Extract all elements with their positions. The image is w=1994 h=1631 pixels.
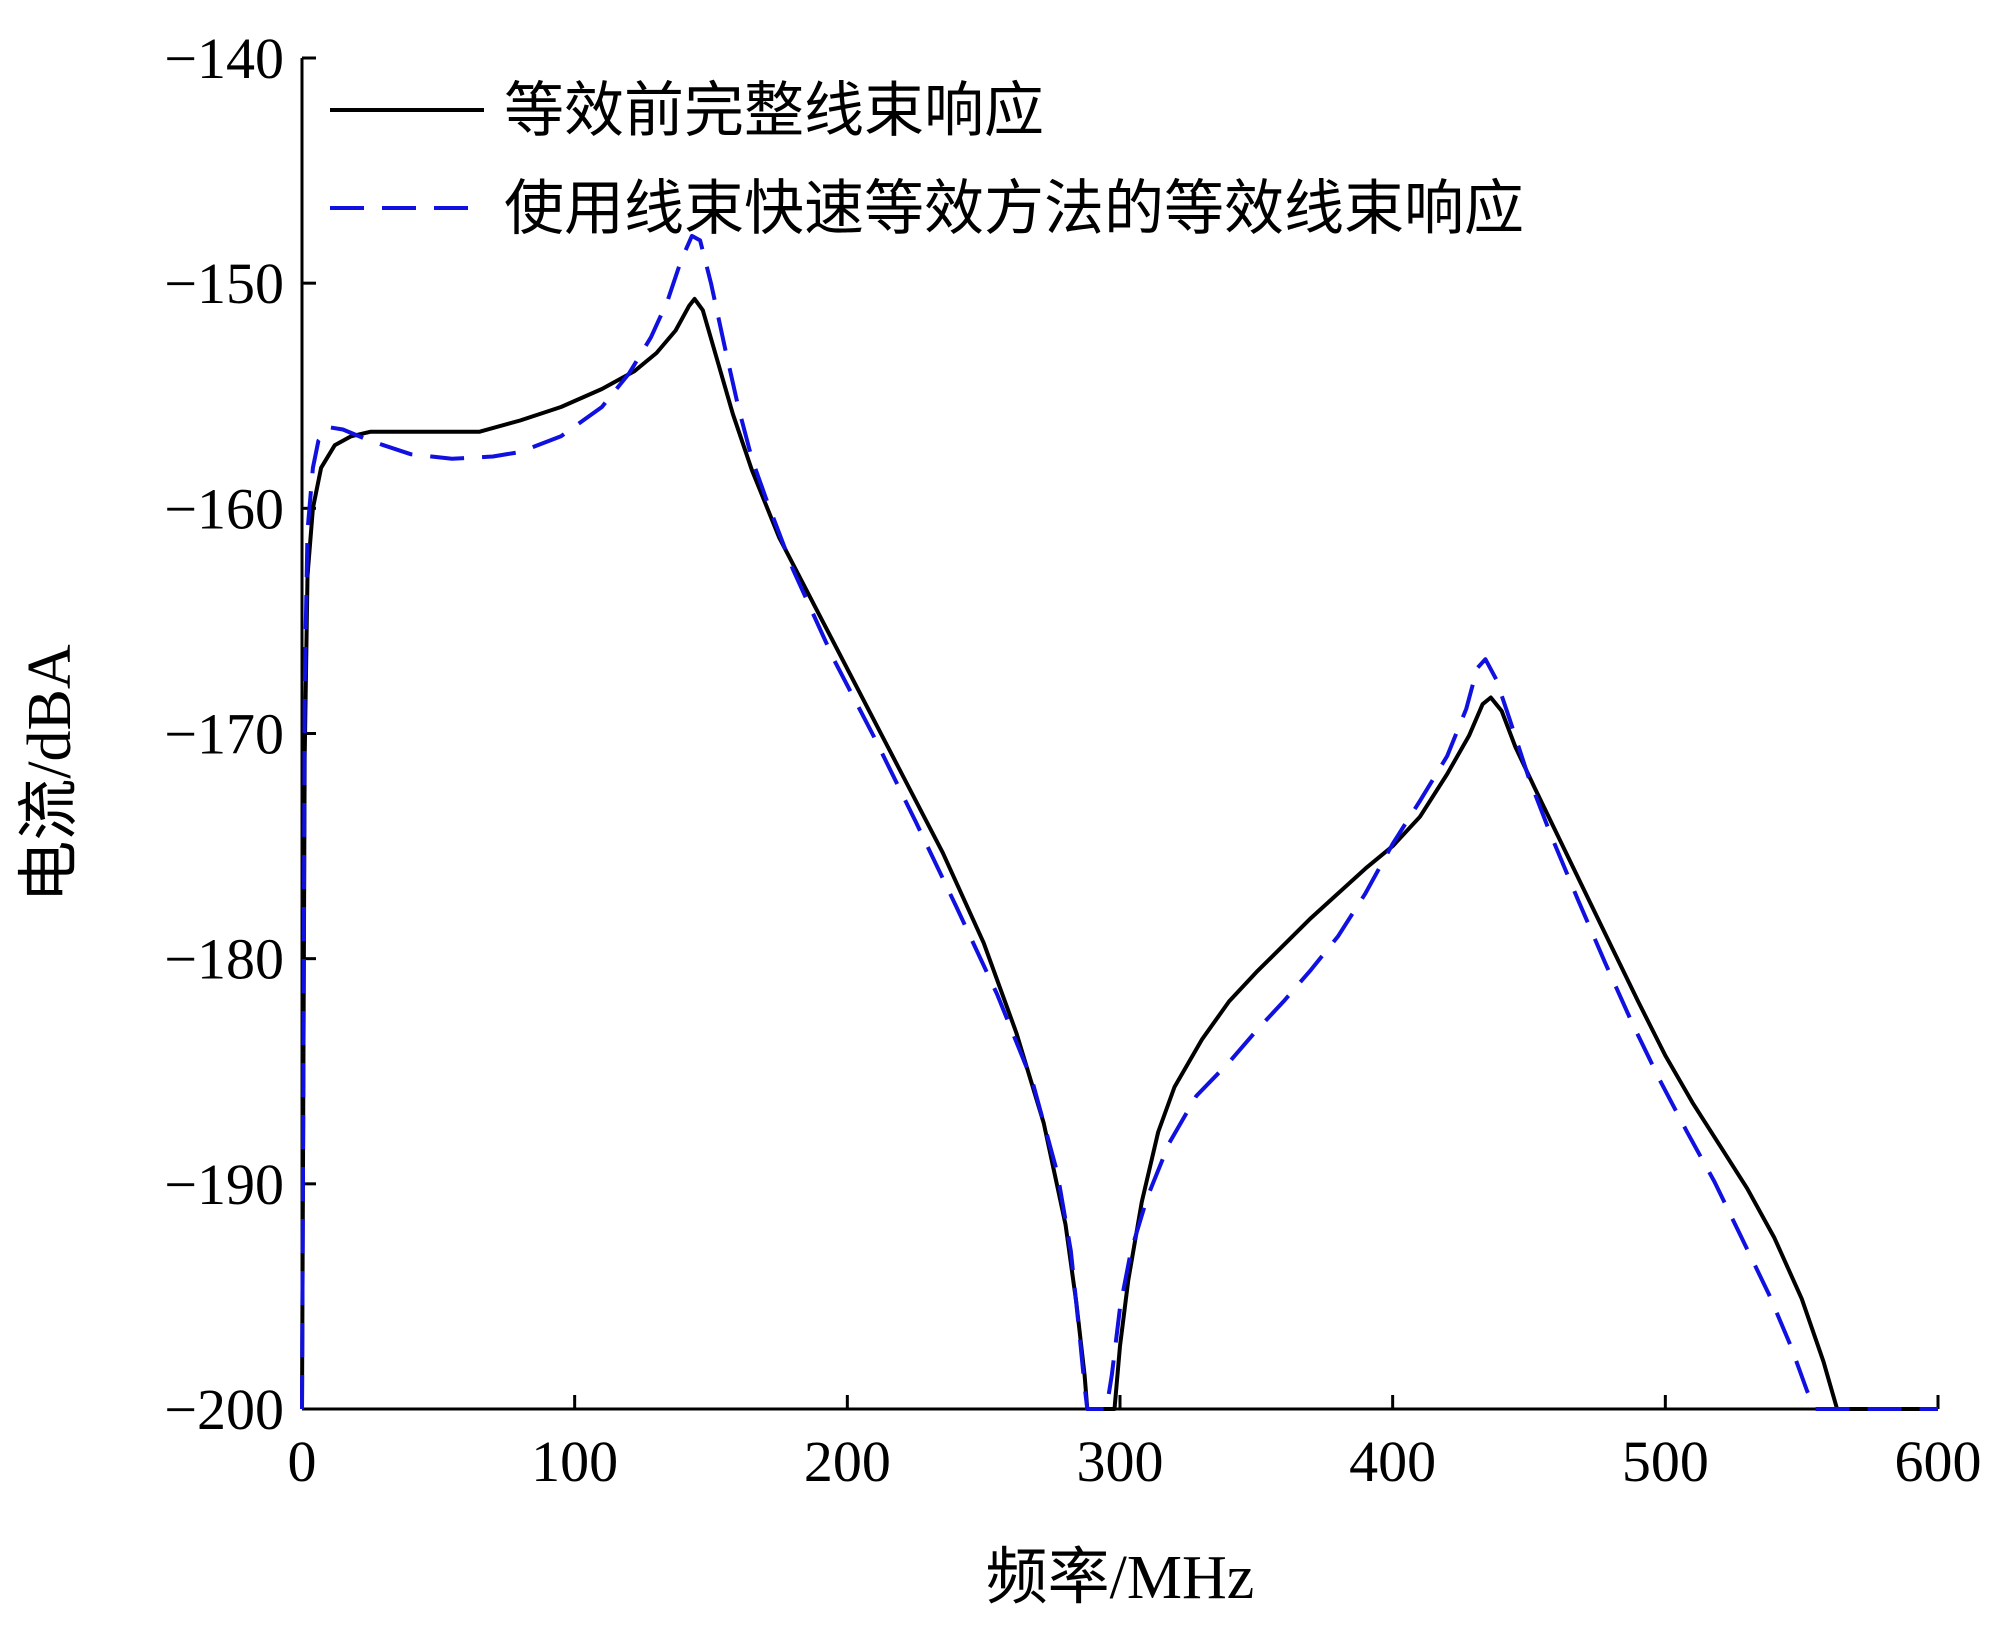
y-tick-label: −180 (164, 927, 284, 992)
x-tick-label: 500 (1622, 1429, 1709, 1494)
x-tick-label: 600 (1895, 1429, 1982, 1494)
x-tick-label: 400 (1349, 1429, 1436, 1494)
x-tick-label: 200 (804, 1429, 891, 1494)
y-tick-label: −140 (164, 26, 284, 91)
x-tick-label: 0 (288, 1429, 317, 1494)
legend-label-2: 使用线束快速等效方法的等效线束响应 (504, 176, 1524, 242)
legend-label-1: 等效前完整线束响应 (504, 78, 1044, 144)
x-tick-label: 300 (1077, 1429, 1164, 1494)
x-tick-label: 100 (531, 1429, 618, 1494)
series-line-1 (300, 296, 1938, 1411)
x-axis-title: 频率/MHz (986, 1544, 1255, 1612)
series-layer (300, 233, 1938, 1411)
y-tick-label: −200 (164, 1377, 284, 1442)
y-tick-label: −190 (164, 1152, 284, 1217)
y-axis-title: 电流/dBA (16, 644, 84, 903)
y-tick-label: −150 (164, 251, 284, 316)
y-tick-label: −170 (164, 702, 284, 767)
y-tick-label: −160 (164, 476, 284, 541)
